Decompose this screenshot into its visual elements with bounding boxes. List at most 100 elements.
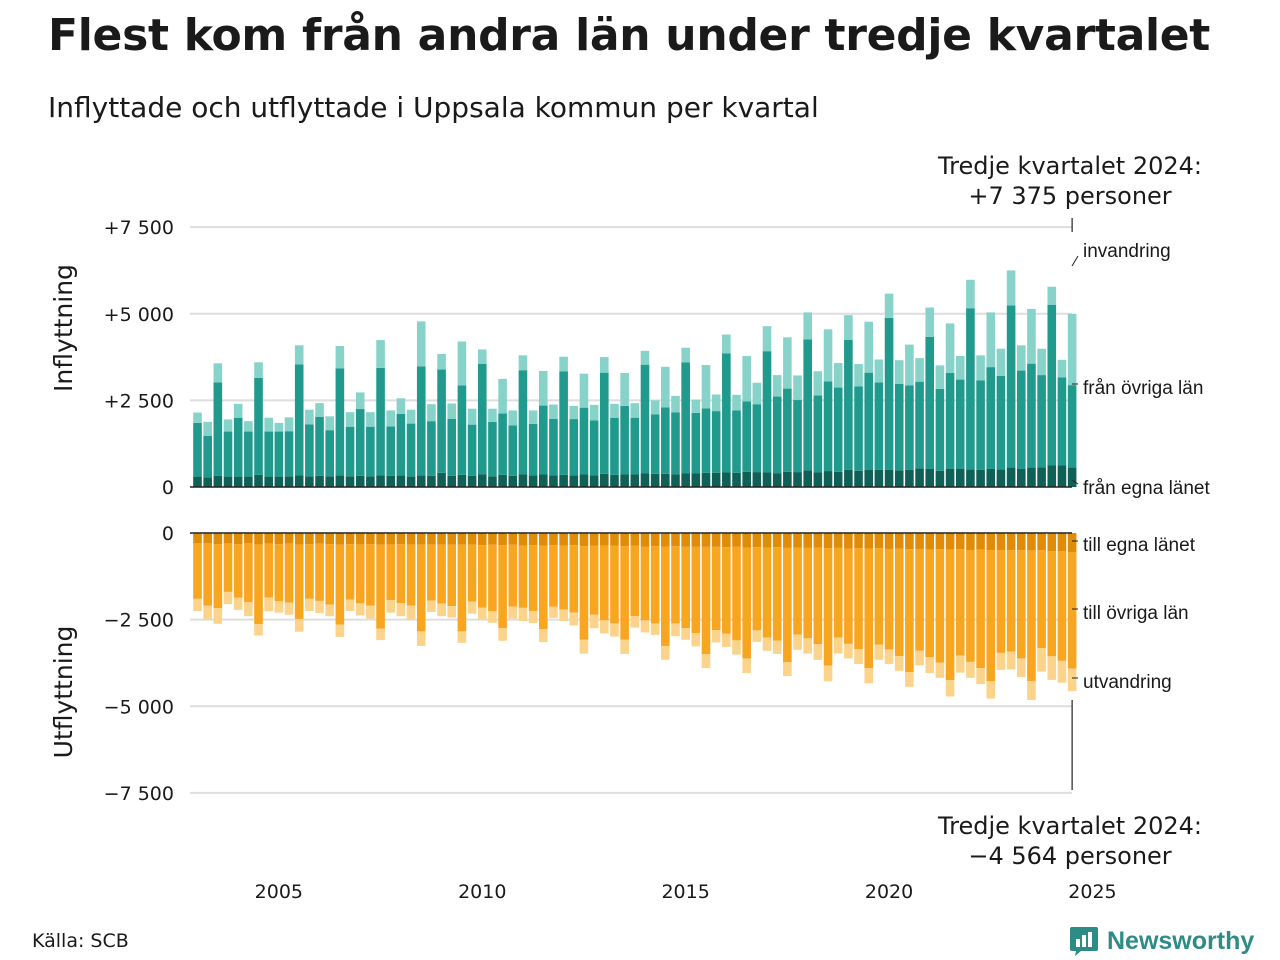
bar-outflow-other-counties [823, 548, 833, 666]
bar-inflow-other-counties [569, 419, 579, 476]
x-tick-label: 2015 [661, 881, 709, 903]
bar-outflow-emigration [620, 639, 629, 654]
bar-outflow-other-counties [742, 547, 751, 659]
bar-outflow-emigration [762, 637, 772, 651]
bar-outflow-other-counties [203, 543, 212, 606]
bar-inflow-other-counties [691, 412, 701, 474]
bar-inflow-local [589, 475, 599, 487]
bar-outflow-emigration [457, 631, 467, 643]
bar-outflow-local [793, 533, 802, 548]
bar-outflow-other-counties [640, 546, 650, 621]
bar-outflow-emigration [833, 637, 843, 654]
bar-outflow-emigration [223, 591, 233, 605]
bar-inflow-local [467, 475, 477, 487]
bar-inflow-local [630, 474, 640, 487]
bar-inflow-local [325, 476, 335, 487]
bar-inflow-local [915, 468, 924, 487]
bar-outflow-local [803, 533, 812, 548]
bar-inflow-immigration [193, 412, 202, 423]
series-label: invandring [1083, 241, 1171, 262]
bar-inflow-immigration [620, 373, 629, 406]
bar-inflow-other-counties [1006, 305, 1016, 468]
bar-outflow-local [538, 533, 548, 546]
bar-inflow-other-counties [538, 405, 548, 475]
bar-outflow-emigration [477, 607, 487, 620]
bar-outflow-local [671, 533, 680, 547]
bar-inflow-local [406, 476, 416, 487]
y-tick-label: 0 [162, 523, 174, 545]
bar-inflow-other-counties [1016, 370, 1026, 469]
bar-inflow-immigration [945, 323, 955, 374]
bar-outflow-other-counties [711, 546, 721, 631]
bar-outflow-other-counties [589, 545, 599, 615]
bar-outflow-local [925, 533, 935, 550]
bar-inflow-other-counties [833, 387, 843, 472]
y-tick-label: +5 000 [104, 304, 174, 326]
bar-outflow-other-counties [325, 544, 335, 605]
bar-outflow-emigration [427, 600, 436, 613]
bar-inflow-local [366, 476, 375, 487]
bar-inflow-local [772, 473, 782, 487]
bar-inflow-other-counties [406, 423, 416, 477]
bar-outflow-emigration [1067, 668, 1077, 692]
bar-inflow-local [844, 469, 853, 487]
bar-inflow-immigration [742, 356, 751, 402]
bar-outflow-local [833, 533, 843, 548]
x-tick-label: 2025 [1068, 881, 1116, 903]
bar-outflow-local [1057, 533, 1067, 552]
bar-inflow-immigration [1037, 348, 1046, 376]
bar-outflow-local [355, 533, 365, 545]
bar-inflow-other-counties [477, 363, 487, 475]
newsworthy-logo-icon [1070, 927, 1098, 956]
bar-inflow-local [803, 470, 812, 487]
bar-outflow-other-counties [1057, 551, 1067, 661]
bar-inflow-immigration [488, 408, 497, 422]
bar-outflow-local [244, 533, 253, 544]
bar-inflow-local [477, 474, 487, 487]
bar-inflow-other-counties [701, 408, 711, 473]
bar-inflow-immigration [681, 347, 690, 363]
bar-inflow-immigration [305, 409, 314, 425]
bar-outflow-local [986, 533, 996, 551]
bar-inflow-local [935, 470, 945, 487]
bar-inflow-other-counties [610, 417, 619, 475]
bar-outflow-emigration [1027, 680, 1036, 701]
bar-inflow-other-counties [559, 371, 568, 475]
bar-inflow-immigration [650, 400, 660, 415]
bar-outflow-other-counties [955, 549, 965, 656]
brand-logo[interactable]: Newsworthy [1069, 924, 1254, 958]
bar-inflow-immigration [732, 394, 741, 411]
bar-inflow-immigration [447, 403, 457, 419]
bar-inflow-immigration [233, 403, 243, 418]
annotation-bottom-line2: −4 564 personer [968, 842, 1171, 870]
bar-outflow-local [447, 533, 457, 545]
bar-outflow-emigration [966, 661, 975, 678]
bar-outflow-local [966, 533, 975, 550]
bar-outflow-other-counties [915, 548, 924, 651]
bar-outflow-other-counties [1016, 550, 1026, 659]
bar-outflow-emigration [915, 650, 924, 666]
bar-outflow-other-counties [986, 550, 996, 682]
bar-outflow-emigration [925, 657, 935, 673]
bar-outflow-other-counties [538, 545, 548, 629]
bar-outflow-emigration [233, 597, 243, 610]
bar-outflow-emigration [569, 612, 579, 626]
bar-outflow-local [386, 533, 396, 545]
bar-inflow-immigration [213, 363, 223, 383]
bar-inflow-local [416, 475, 426, 487]
bar-outflow-emigration [366, 605, 375, 619]
bar-outflow-local [254, 533, 263, 545]
bar-inflow-local [976, 469, 985, 487]
bar-inflow-immigration [589, 404, 599, 421]
bar-inflow-immigration [457, 341, 467, 386]
bar-inflow-other-counties [549, 418, 558, 476]
bar-inflow-local [742, 471, 751, 487]
bar-outflow-emigration [386, 600, 396, 613]
bar-inflow-other-counties [600, 372, 609, 474]
bar-inflow-immigration [406, 409, 416, 424]
bar-inflow-other-counties [1057, 377, 1067, 466]
bar-inflow-other-counties [315, 417, 324, 476]
bar-outflow-local [437, 533, 446, 545]
bar-outflow-local [813, 533, 823, 548]
bar-outflow-other-counties [345, 544, 355, 600]
